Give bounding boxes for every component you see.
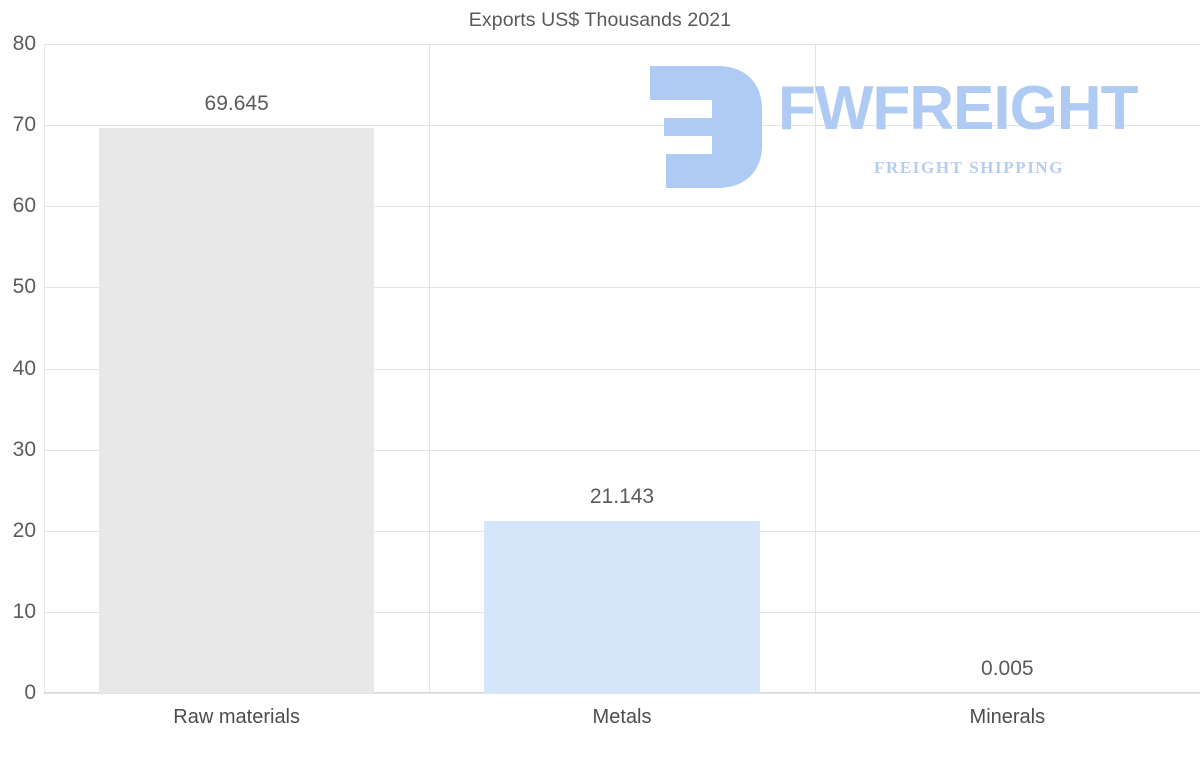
y-axis-line bbox=[44, 44, 45, 693]
y-axis-tick-label: 70 bbox=[12, 113, 36, 137]
y-axis-tick-label: 50 bbox=[12, 275, 36, 299]
y-axis-tick-label: 40 bbox=[12, 356, 36, 380]
y-axis-tick-label: 20 bbox=[12, 518, 36, 542]
y-axis-tick-label: 60 bbox=[12, 194, 36, 218]
x-axis-tick-label: Raw materials bbox=[173, 706, 301, 728]
value-label: 21.143 bbox=[589, 485, 655, 509]
bar-metals[interactable] bbox=[484, 521, 760, 693]
gridline-horizontal bbox=[44, 125, 1200, 127]
bar-raw-materials[interactable] bbox=[98, 128, 375, 693]
gridline-horizontal bbox=[44, 44, 1200, 45]
y-axis-tick-label: 80 bbox=[12, 32, 36, 55]
gridline-vertical bbox=[815, 44, 816, 693]
y-axis-tick-label: 10 bbox=[12, 599, 36, 623]
gridline-horizontal bbox=[44, 287, 1200, 289]
gridline-horizontal bbox=[44, 693, 1200, 694]
gridline-vertical bbox=[429, 44, 430, 693]
y-axis-tick-label: 30 bbox=[12, 437, 36, 461]
y-axis-tick-label: 0 bbox=[24, 681, 36, 704]
chart-title: Exports US$ Thousands 2021 bbox=[468, 9, 732, 31]
gridline-horizontal bbox=[44, 449, 1200, 451]
gridline-horizontal bbox=[44, 368, 1200, 370]
x-axis-tick-label: Metals bbox=[592, 706, 652, 728]
gridline-horizontal bbox=[44, 206, 1200, 208]
x-axis-tick-label: Minerals bbox=[969, 706, 1046, 728]
value-label: 69.645 bbox=[204, 92, 269, 115]
value-label: 0.005 bbox=[981, 656, 1034, 680]
plot-area bbox=[44, 44, 1200, 694]
